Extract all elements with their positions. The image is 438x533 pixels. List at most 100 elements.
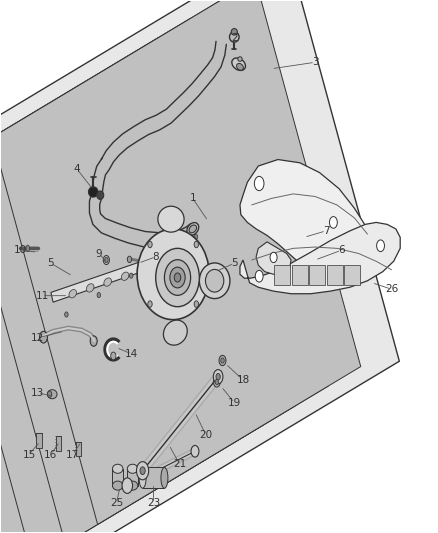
Ellipse shape (231, 29, 237, 35)
Ellipse shape (174, 273, 181, 282)
Text: 3: 3 (312, 57, 318, 67)
Ellipse shape (194, 301, 198, 308)
Ellipse shape (230, 32, 239, 42)
Polygon shape (292, 265, 307, 285)
Ellipse shape (164, 260, 191, 295)
Ellipse shape (122, 478, 133, 494)
Text: 5: 5 (231, 259, 237, 268)
Text: 23: 23 (147, 498, 160, 508)
Ellipse shape (39, 332, 47, 343)
Ellipse shape (88, 187, 98, 197)
Text: 12: 12 (31, 333, 44, 343)
Ellipse shape (237, 63, 244, 70)
Ellipse shape (377, 240, 385, 252)
Polygon shape (51, 254, 166, 302)
Ellipse shape (65, 312, 68, 317)
FancyBboxPatch shape (0, 18, 296, 533)
FancyBboxPatch shape (0, 38, 264, 533)
Text: 10: 10 (14, 245, 27, 255)
Polygon shape (309, 265, 325, 285)
Ellipse shape (26, 245, 29, 252)
FancyBboxPatch shape (0, 0, 328, 533)
Ellipse shape (187, 223, 199, 235)
Ellipse shape (97, 293, 101, 297)
Ellipse shape (121, 272, 129, 280)
Ellipse shape (205, 269, 224, 292)
Ellipse shape (161, 467, 168, 488)
Text: 1: 1 (190, 193, 196, 204)
Text: 9: 9 (95, 248, 102, 259)
Ellipse shape (255, 270, 263, 282)
Text: 4: 4 (74, 164, 81, 174)
Ellipse shape (270, 252, 277, 263)
Ellipse shape (191, 446, 199, 457)
Text: 13: 13 (31, 388, 44, 398)
Ellipse shape (219, 356, 226, 366)
Ellipse shape (130, 273, 133, 278)
Ellipse shape (137, 462, 149, 480)
Text: 7: 7 (323, 226, 329, 236)
Text: 18: 18 (237, 375, 250, 385)
Ellipse shape (104, 278, 111, 286)
Ellipse shape (111, 352, 116, 360)
Polygon shape (256, 242, 291, 274)
FancyBboxPatch shape (0, 0, 361, 524)
Ellipse shape (215, 379, 219, 384)
Ellipse shape (127, 464, 138, 473)
Ellipse shape (105, 257, 108, 263)
Ellipse shape (139, 467, 146, 488)
Text: 19: 19 (228, 398, 241, 408)
Ellipse shape (127, 256, 132, 263)
Text: 20: 20 (199, 430, 212, 440)
Polygon shape (327, 265, 343, 285)
Ellipse shape (137, 229, 209, 320)
Ellipse shape (113, 464, 123, 473)
Ellipse shape (158, 206, 184, 232)
Text: 25: 25 (110, 498, 123, 508)
Ellipse shape (47, 391, 52, 398)
Ellipse shape (140, 467, 145, 474)
Text: 26: 26 (385, 284, 398, 294)
Ellipse shape (162, 254, 165, 259)
Ellipse shape (232, 58, 245, 70)
Ellipse shape (221, 358, 224, 363)
Ellipse shape (238, 57, 242, 61)
Text: 14: 14 (125, 349, 138, 359)
Ellipse shape (148, 301, 152, 308)
Ellipse shape (189, 225, 197, 233)
Ellipse shape (148, 241, 152, 248)
Text: 16: 16 (44, 449, 57, 459)
Ellipse shape (127, 481, 138, 490)
Ellipse shape (113, 481, 123, 490)
Ellipse shape (199, 263, 230, 298)
Ellipse shape (47, 390, 57, 399)
Ellipse shape (254, 176, 264, 191)
Ellipse shape (140, 257, 144, 264)
FancyBboxPatch shape (0, 0, 399, 533)
Ellipse shape (97, 191, 104, 199)
Ellipse shape (86, 284, 94, 292)
Text: 11: 11 (35, 290, 49, 301)
Text: 15: 15 (22, 449, 36, 459)
Ellipse shape (216, 374, 220, 380)
Ellipse shape (213, 377, 220, 387)
Polygon shape (344, 265, 360, 285)
Ellipse shape (213, 369, 223, 384)
Polygon shape (240, 222, 400, 294)
Text: 6: 6 (338, 245, 345, 255)
Text: 5: 5 (48, 259, 54, 268)
Text: 2: 2 (231, 33, 237, 43)
Text: 8: 8 (152, 252, 159, 262)
Ellipse shape (103, 255, 110, 264)
Polygon shape (240, 159, 374, 285)
Text: 17: 17 (66, 449, 79, 459)
Text: 21: 21 (173, 459, 186, 469)
Ellipse shape (69, 289, 77, 298)
Ellipse shape (170, 267, 185, 288)
Ellipse shape (90, 336, 97, 346)
Ellipse shape (155, 248, 199, 306)
Ellipse shape (194, 234, 198, 239)
Polygon shape (275, 265, 290, 285)
Ellipse shape (194, 241, 198, 248)
Ellipse shape (329, 216, 337, 228)
